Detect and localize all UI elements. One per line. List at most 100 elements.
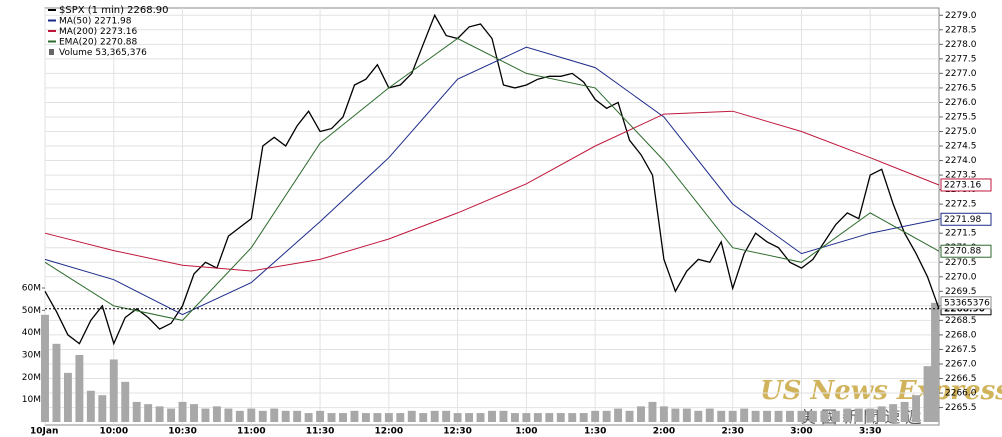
y-tick-label: 2278.0: [945, 40, 977, 50]
x-tick-label: 12:30: [443, 427, 472, 437]
y-tick-label: 2275.5: [945, 112, 977, 122]
y-tick-label: 2278.5: [945, 25, 977, 35]
y-tick-label: 2279.0: [945, 11, 977, 21]
legend-entry: MA(50) 2271.98: [59, 16, 132, 26]
volume-bar: [407, 410, 416, 422]
volume-bar: [728, 410, 737, 422]
y-tick-label: 2269.5: [945, 287, 977, 297]
legend-entry: MA(200) 2273.16: [59, 27, 137, 37]
volume-bar: [931, 302, 939, 422]
volume-bar: [442, 410, 451, 422]
legend-swatch: [49, 49, 54, 55]
volume-bar: [866, 408, 875, 422]
volume-bar: [717, 410, 726, 422]
volume-bar: [316, 410, 325, 422]
volume-bar: [602, 410, 611, 422]
volume-bar: [109, 359, 118, 422]
volume-bar: [923, 366, 932, 422]
volume-bar: [694, 410, 703, 422]
volume-bar: [797, 410, 806, 422]
volume-bar: [533, 413, 542, 422]
x-tick-label: 3:30: [859, 427, 881, 437]
y-tick-label: 2270.0: [945, 272, 977, 282]
price-line: [44, 110, 940, 272]
volume-bar: [637, 406, 645, 422]
y-tick-label: 2266.5: [945, 374, 977, 384]
volume-bar: [419, 413, 428, 422]
value-box: [940, 244, 992, 258]
legend-name: Volume: [59, 48, 93, 58]
volume-bar: [212, 406, 221, 422]
volume-bar: [190, 404, 198, 422]
value-box: [940, 212, 992, 226]
legend-name: MA(50): [59, 16, 91, 26]
legend-name: EMA(20): [59, 37, 97, 47]
y-tick-label: 2276.0: [945, 98, 977, 108]
legend-name: $SPX (1 min): [59, 5, 124, 16]
volume-bar: [373, 413, 382, 422]
price-line: [44, 46, 940, 316]
volume-bar: [751, 410, 760, 422]
volume-bar: [625, 410, 634, 422]
y-tick-label: 2273.5: [945, 171, 977, 181]
y2-tick-label: 40M: [22, 328, 41, 338]
legend-value: 2268.90: [127, 5, 168, 16]
volume-bar: [820, 410, 829, 422]
y-tick-label: 2265.5: [945, 403, 977, 413]
volume-bar: [63, 372, 72, 422]
volume-bar: [52, 343, 61, 422]
volume-bar: [178, 401, 187, 422]
x-tick-label: 11:30: [306, 427, 335, 437]
volume-bar: [327, 413, 336, 422]
x-tick-label: 10:00: [99, 427, 128, 437]
x-tick-label: 1:30: [584, 427, 606, 437]
value-box: [940, 178, 992, 192]
volume-bar: [281, 410, 290, 422]
volume-bar: [121, 381, 130, 422]
volume-bar: [568, 413, 577, 422]
volume-bar: [808, 410, 817, 422]
x-tick-label: 11:00: [237, 427, 266, 437]
x-tick-label: 2:00: [653, 427, 675, 437]
volume-bar: [235, 410, 244, 422]
plot-area: [44, 7, 940, 426]
value-box-label: 2271.98: [944, 215, 981, 225]
x-tick-label: 3:00: [790, 427, 812, 437]
volume-bar: [350, 410, 359, 422]
volume-bar: [556, 413, 565, 422]
legend-value: 53,365,376: [95, 48, 147, 58]
y-tick-label: 2277.0: [945, 69, 977, 79]
volume-bar: [659, 406, 668, 422]
volume-bar: [201, 408, 210, 422]
legend-name: MA(200): [59, 27, 97, 37]
value-box-label: 2273.16: [944, 180, 981, 190]
legend-entry: Volume 53,365,376: [59, 48, 147, 58]
y-tick-label: 2272.5: [945, 200, 977, 210]
value-box-label: 53365376: [944, 298, 990, 308]
volume-bar: [144, 404, 153, 422]
legend-value: 2270.88: [100, 37, 137, 47]
y-tick-label: 2267.0: [945, 359, 977, 369]
volume-bar: [912, 395, 921, 422]
legend-entry: EMA(20) 2270.88: [59, 37, 137, 47]
volume-bar: [786, 410, 794, 422]
y-tick-label: 2266.0: [945, 389, 977, 399]
volume-bar: [900, 401, 909, 422]
volume-bar: [247, 408, 256, 422]
volume-bar: [86, 390, 95, 422]
volume-bar: [854, 408, 863, 422]
y-tick-label: 2268.5: [945, 316, 977, 326]
volume-bar: [705, 408, 714, 422]
volume-bar: [453, 413, 462, 422]
legend-value: 2271.98: [94, 16, 131, 26]
volume-bar: [591, 410, 600, 422]
volume-bar: [361, 413, 370, 422]
y2-tick-label: 10M: [22, 395, 41, 405]
x-tick-label: 10:30: [168, 427, 197, 437]
y-tick-label: 2275.0: [945, 127, 977, 137]
volume-bar: [877, 406, 886, 422]
volume-bar: [167, 408, 176, 422]
volume-bar: [132, 401, 141, 422]
